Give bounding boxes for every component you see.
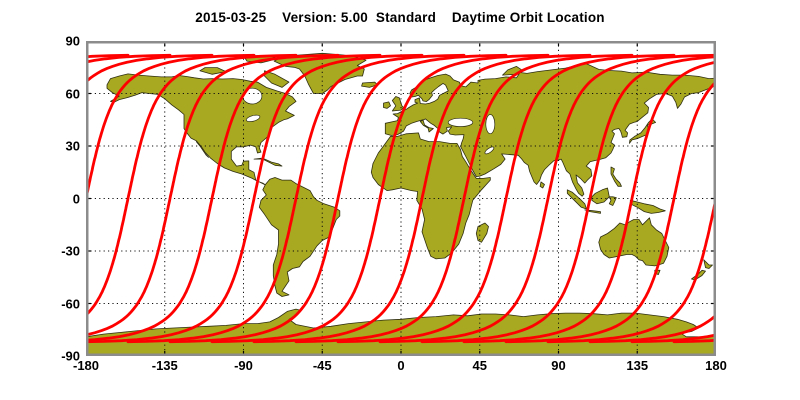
orbit-track	[420, 55, 716, 344]
orbit-track	[252, 53, 592, 344]
x-tick-label: 45	[472, 358, 487, 373]
lake-great-lakes	[245, 114, 261, 123]
x-tick-label: 0	[397, 358, 405, 373]
land-new-guinea	[629, 199, 666, 214]
land-japan	[629, 118, 656, 144]
x-tick-label: -90	[234, 358, 253, 373]
y-tick-label: 90	[65, 33, 80, 49]
land-madagascar	[475, 222, 489, 243]
land-new-zealand-north	[703, 259, 713, 269]
plot-frame-border	[86, 41, 716, 356]
orbit-track	[126, 53, 466, 344]
y-tick-label: -60	[61, 296, 80, 311]
orbit-track	[336, 53, 676, 344]
land-philippines	[610, 166, 622, 187]
y-tick-label: -90	[61, 348, 80, 364]
orbit-track	[86, 53, 382, 342]
orbit-track	[210, 53, 550, 344]
x-tick-label: -135	[151, 358, 178, 373]
orbit-track	[86, 53, 298, 318]
orbit-track	[86, 53, 340, 337]
land-sri-lanka	[539, 181, 545, 189]
y-tick-label: -30	[61, 243, 80, 259]
orbit-track	[504, 79, 716, 344]
x-tick-label: -180	[72, 358, 100, 373]
land-iceland	[361, 81, 378, 88]
orbit-tracks-layer	[86, 53, 716, 344]
map-layers	[86, 41, 716, 356]
x-tick-label: -45	[312, 358, 332, 373]
x-tick-label: 180	[705, 358, 727, 373]
land-eurasia	[384, 63, 716, 197]
y-tick-label: 60	[65, 86, 80, 101]
lake-black-sea	[447, 117, 474, 127]
orbit-track	[86, 53, 256, 206]
x-tick-label: 135	[626, 358, 649, 373]
land-cuba-hispaniola	[253, 157, 283, 167]
orbit-track	[294, 53, 634, 344]
y-tick-label: 30	[65, 138, 80, 154]
x-tick-label: 90	[551, 358, 566, 373]
orbit-track	[168, 53, 508, 344]
world-map-svg	[86, 41, 716, 356]
orbit-track	[378, 53, 716, 344]
orbit-track	[86, 53, 424, 344]
lakes-layer	[242, 87, 496, 155]
land-baffin-island	[264, 70, 290, 88]
land-baja-california	[195, 141, 209, 158]
plot-title: 2015-03-25 Version: 5.00 Standard Daytim…	[195, 10, 605, 25]
land-victoria-island	[199, 67, 227, 75]
lake-caspian-sea	[485, 114, 496, 135]
lake-persian-gulf	[484, 146, 495, 155]
orbit-track	[546, 191, 716, 344]
map-plot-area	[86, 41, 716, 356]
land-ireland	[383, 101, 391, 109]
orbit-track	[462, 60, 716, 344]
y-tick-label: 0	[72, 191, 80, 206]
